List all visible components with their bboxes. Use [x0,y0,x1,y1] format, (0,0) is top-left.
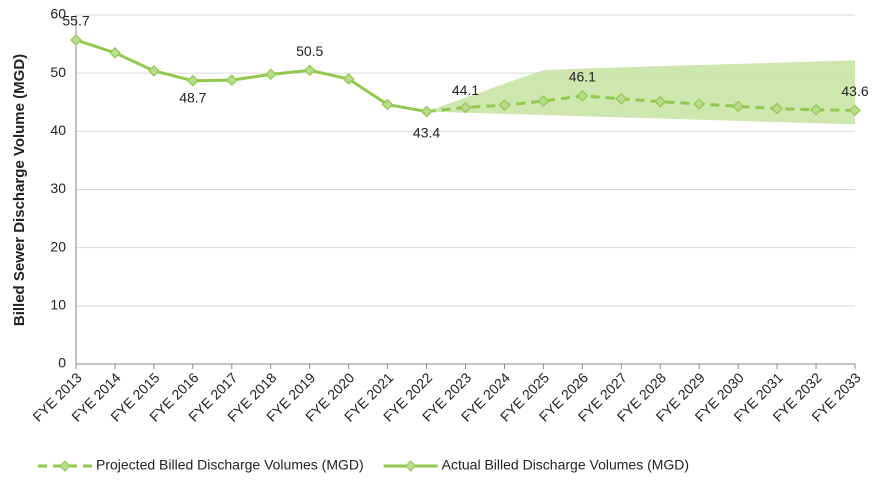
y-tick-label: 40 [50,122,66,138]
data-point [381,98,394,111]
data-point [576,90,589,102]
data-point [420,105,433,118]
data-point [732,100,744,113]
legend-marker [404,460,417,472]
data-point [342,73,355,85]
y-axis-label: Billed Sewer Discharge Volume (MGD) [11,54,28,326]
y-tick-label: 0 [58,355,66,371]
data-point [693,98,706,110]
data-point [70,34,82,46]
series-line [75,38,427,114]
legend-label: Actual Billed Discharge Volumes (MGD) [442,457,689,473]
y-tick-label: 30 [50,180,66,196]
data-point [459,101,472,114]
projection-band [426,60,855,125]
data-label: 43.6 [841,83,868,99]
data-label: 55.7 [62,13,89,29]
data-label: 44.1 [452,82,479,98]
series-line [426,94,856,114]
data-point [303,64,316,77]
data-label: 48.7 [179,89,206,105]
data-point [771,102,783,115]
y-tick-label: 60 [50,6,66,22]
y-tick-label: 20 [50,238,66,254]
data-label: 46.1 [569,69,596,85]
data-point [849,104,861,117]
data-point [498,99,511,112]
data-point [148,64,160,77]
legend-label: Projected Billed Discharge Volumes (MGD) [96,457,364,473]
data-point [225,74,238,86]
y-tick-label: 50 [50,64,66,80]
data-label: 43.4 [413,124,440,140]
data-point [264,68,277,81]
data-point [537,95,550,107]
data-point [615,92,628,105]
legend-marker [59,460,71,472]
data-label: 50.5 [296,43,323,59]
data-point [810,103,822,116]
y-tick-label: 10 [50,297,66,313]
data-point [654,95,667,108]
data-point [109,46,121,59]
data-point [187,74,199,87]
